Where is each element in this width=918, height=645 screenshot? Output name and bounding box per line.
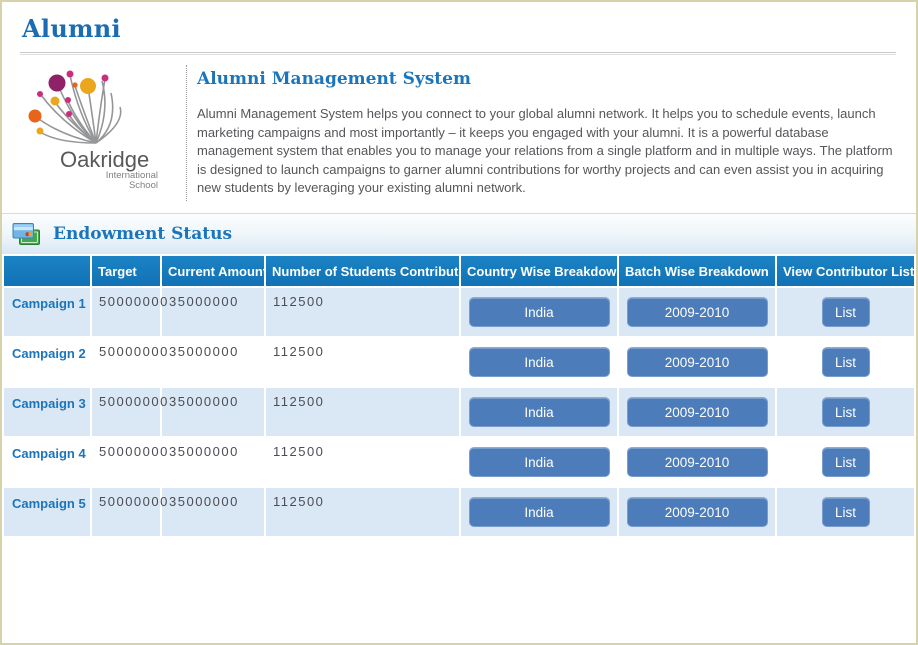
country-breakdown-button[interactable]: India (468, 397, 610, 427)
oakridge-logo-graphic: Oakridge International School (28, 70, 158, 191)
table-row: Campaign 4 50000000 35000000 112500 Indi… (4, 438, 914, 486)
contributor-list-button[interactable]: List (821, 497, 870, 527)
endowment-table: Target Current Amount Number of Students… (2, 254, 916, 538)
target-value: 50000000 (92, 488, 167, 536)
country-breakdown-button[interactable]: India (468, 297, 610, 327)
col-header-view-list: View Contributor List (777, 256, 914, 286)
students-value: 112500 (266, 338, 459, 386)
campaign-3-link[interactable]: Campaign 3 (12, 396, 86, 411)
contributor-list-button[interactable]: List (821, 397, 870, 427)
about-text: Alumni Management System Alumni Manageme… (187, 61, 902, 201)
col-header-target: Target (92, 256, 160, 286)
contributor-list-button[interactable]: List (821, 297, 870, 327)
col-header-campaign (4, 256, 90, 286)
about-heading: Alumni Management System (197, 69, 471, 89)
section-title: Endowment Status (53, 224, 233, 244)
batch-breakdown-button[interactable]: 2009-2010 (626, 397, 768, 427)
batch-breakdown-button[interactable]: 2009-2010 (626, 497, 768, 527)
campaign-5-link[interactable]: Campaign 5 (12, 496, 86, 511)
batch-breakdown-button[interactable]: 2009-2010 (626, 347, 768, 377)
students-value: 112500 (266, 438, 459, 486)
col-header-batch: Batch Wise Breakdown (619, 256, 775, 286)
titlebar: Alumni (2, 2, 916, 49)
col-header-country: Country Wise Breakdown (461, 256, 617, 286)
campaign-2-link[interactable]: Campaign 2 (12, 346, 86, 361)
campaign-4-link[interactable]: Campaign 4 (12, 446, 86, 461)
col-header-current-amount: Current Amount (162, 256, 264, 286)
credit-cards-icon (12, 222, 40, 245)
contributor-list-button[interactable]: List (821, 447, 870, 477)
logo-text-divider (186, 65, 187, 201)
page-title: Alumni (22, 14, 121, 43)
table-row: Campaign 2 50000000 35000000 112500 Indi… (4, 338, 914, 386)
table-header-row: Target Current Amount Number of Students… (4, 256, 914, 286)
batch-breakdown-button[interactable]: 2009-2010 (626, 297, 768, 327)
about-description: Alumni Management System helps you conne… (197, 106, 893, 195)
students-value: 112500 (266, 288, 459, 336)
batch-breakdown-button[interactable]: 2009-2010 (626, 447, 768, 477)
target-value: 50000000 (92, 288, 167, 336)
logo-subtitle-2: School (129, 180, 158, 191)
title-divider (20, 52, 896, 55)
campaign-1-link[interactable]: Campaign 1 (12, 296, 86, 311)
target-value: 50000000 (92, 438, 167, 486)
logo-wordmark: Oakridge (60, 147, 149, 172)
current-amount-value: 35000000 (162, 438, 264, 486)
endowment-status-band: Endowment Status (2, 213, 916, 254)
students-value: 112500 (266, 388, 459, 436)
current-amount-value: 35000000 (162, 338, 264, 386)
country-breakdown-button[interactable]: India (468, 447, 610, 477)
school-logo: Oakridge International School (12, 61, 184, 201)
students-value: 112500 (266, 488, 459, 536)
col-header-students: Number of Students Contributed (266, 256, 459, 286)
table-row: Campaign 3 50000000 35000000 112500 Indi… (4, 388, 914, 436)
table-row: Campaign 1 50000000 35000000 112500 Indi… (4, 288, 914, 336)
current-amount-value: 35000000 (162, 288, 264, 336)
current-amount-value: 35000000 (162, 488, 264, 536)
country-breakdown-button[interactable]: India (468, 497, 610, 527)
table-row: Campaign 5 50000000 35000000 112500 Indi… (4, 488, 914, 536)
contributor-list-button[interactable]: List (821, 347, 870, 377)
target-value: 50000000 (92, 388, 167, 436)
current-amount-value: 35000000 (162, 388, 264, 436)
about-section: Oakridge International School Alumni Man… (2, 55, 916, 201)
target-value: 50000000 (92, 338, 167, 386)
logo-subtitle-1: International (106, 170, 158, 181)
country-breakdown-button[interactable]: India (468, 347, 610, 377)
